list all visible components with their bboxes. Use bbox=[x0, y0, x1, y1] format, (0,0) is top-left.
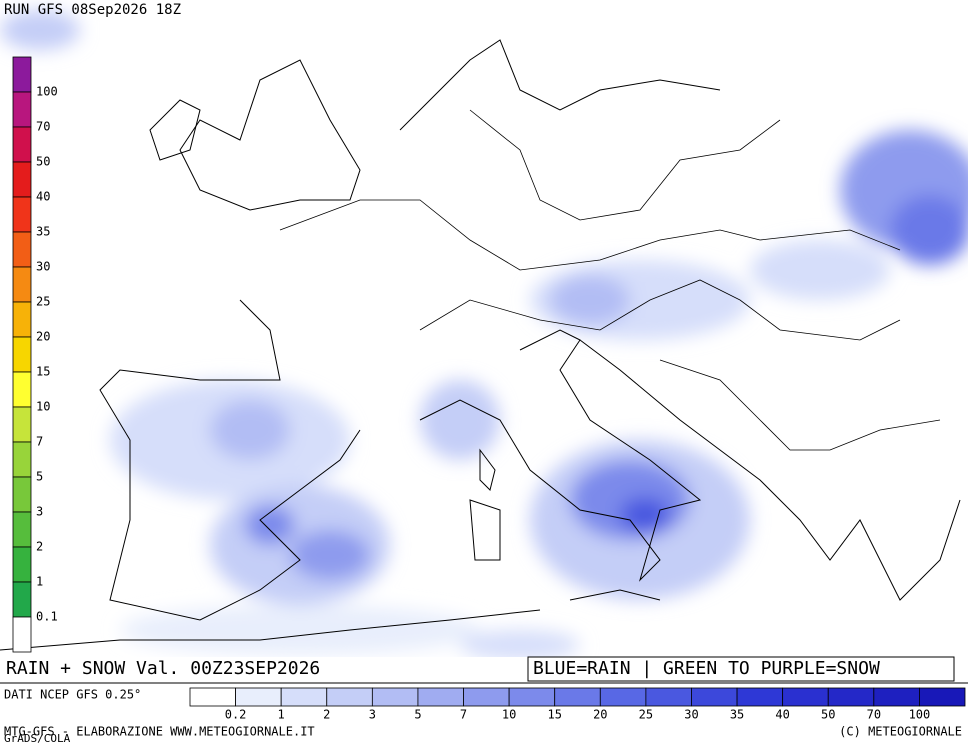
rain-scale-label: 0.2 bbox=[225, 708, 247, 722]
rain-color-box bbox=[873, 687, 920, 707]
rain-scale-label: 2 bbox=[323, 708, 330, 722]
snow-scale-label: 20 bbox=[36, 330, 50, 344]
run-title: RUN GFS 08Sep2026 18Z bbox=[4, 2, 181, 18]
snow-color-box bbox=[12, 126, 32, 163]
rain-color-box bbox=[189, 687, 236, 707]
snow-color-box bbox=[12, 546, 32, 583]
snow-color-box bbox=[12, 196, 32, 233]
snow-scale-label: 50 bbox=[36, 155, 50, 169]
snow-scale-label: 25 bbox=[36, 295, 50, 309]
rain-scale-label: 25 bbox=[639, 708, 653, 722]
snow-color-box bbox=[12, 441, 32, 478]
rain-color-box bbox=[736, 687, 784, 707]
snow-color-box bbox=[12, 161, 32, 198]
rain-color-box bbox=[554, 687, 601, 707]
rain-scale-label: 100 bbox=[909, 708, 931, 722]
snow-color-box bbox=[12, 581, 32, 618]
snow-color-box bbox=[12, 266, 32, 303]
rain-scale-label: 1 bbox=[278, 708, 285, 722]
snow-color-box bbox=[12, 511, 32, 548]
footer-box bbox=[2, 657, 966, 681]
rain-color-box bbox=[235, 687, 282, 707]
rain-color-box bbox=[417, 687, 464, 707]
copyright: (C) METEOGIORNALE bbox=[839, 725, 962, 739]
precipitation bbox=[0, 10, 968, 660]
snow-scale-label: 10 bbox=[36, 400, 50, 414]
snow-color-box bbox=[12, 231, 32, 268]
snow-colorbar: 100 70 50 40 35 30 25 20 15 10 7 5 3 2 1 0.1 bbox=[12, 56, 58, 653]
rain-scale-label: 15 bbox=[547, 708, 561, 722]
rain-scale-label: 10 bbox=[502, 708, 516, 722]
snow-scale-label: 35 bbox=[36, 225, 50, 239]
snow-color-box bbox=[12, 301, 32, 338]
rain-color-box bbox=[371, 687, 419, 707]
rain-color-box bbox=[645, 687, 692, 707]
rain-scale-label: 20 bbox=[593, 708, 607, 722]
rain-color-box bbox=[919, 687, 966, 707]
snow-scale-label: 0.1 bbox=[36, 610, 58, 624]
grads: GrADS/COLA bbox=[4, 732, 71, 745]
snow-scale-label: 2 bbox=[36, 540, 43, 554]
footer-left: RAIN + SNOW Val. 00Z23SEP2026 bbox=[6, 658, 320, 679]
legend-box bbox=[527, 656, 955, 682]
rain-color-box bbox=[463, 687, 510, 707]
snow-scale-label: 5 bbox=[36, 470, 43, 484]
rain-scale-label: 40 bbox=[775, 708, 789, 722]
snow-scale-label: 15 bbox=[36, 365, 50, 379]
snow-scale-label: 1 bbox=[36, 575, 43, 589]
rain-colorbar: 0.2 1 2 3 5 7 10 15 20 25 30 35 40 50 70 100 bbox=[189, 687, 966, 722]
snow-color-box bbox=[12, 371, 32, 408]
rain-scale-label: 30 bbox=[684, 708, 698, 722]
snow-color-box bbox=[12, 336, 32, 373]
rain-color-box bbox=[827, 687, 875, 707]
snow-scale-label: 100 bbox=[36, 85, 58, 99]
snow-color-box bbox=[12, 476, 32, 513]
rain-color-box bbox=[326, 687, 373, 707]
snow-color-box bbox=[12, 91, 32, 128]
snow-scale-label: 40 bbox=[36, 190, 50, 204]
rain-scale-label: 35 bbox=[730, 708, 744, 722]
coastlines bbox=[0, 39, 961, 651]
rain-scale-label: 3 bbox=[369, 708, 376, 722]
footer-right: BLUE=RAIN | GREEN TO PURPLE=SNOW bbox=[533, 658, 880, 679]
snow-color-box bbox=[12, 406, 32, 443]
rain-color-box bbox=[691, 687, 738, 707]
snow-scale-label: 70 bbox=[36, 120, 50, 134]
snow-color-box bbox=[12, 56, 32, 93]
snow-scale-label: 30 bbox=[36, 260, 50, 274]
rain-color-box bbox=[508, 687, 556, 707]
rain-scale-label: 7 bbox=[460, 708, 467, 722]
rain-color-box bbox=[280, 687, 328, 707]
rain-color-box bbox=[599, 687, 647, 707]
rain-scale-label: 50 bbox=[821, 708, 835, 722]
rain-scale-label: 70 bbox=[867, 708, 881, 722]
rain-scale-label: 5 bbox=[414, 708, 421, 722]
snow-color-box bbox=[12, 616, 32, 653]
rain-color-box bbox=[782, 687, 829, 707]
credit: MTG-GFS - ELABORAZIONE WWW.METEOGIORNALE… bbox=[4, 725, 315, 739]
source: DATI NCEP GFS 0.25° bbox=[4, 688, 141, 702]
snow-scale-label: 3 bbox=[36, 505, 43, 519]
snow-scale-label: 7 bbox=[36, 435, 43, 449]
